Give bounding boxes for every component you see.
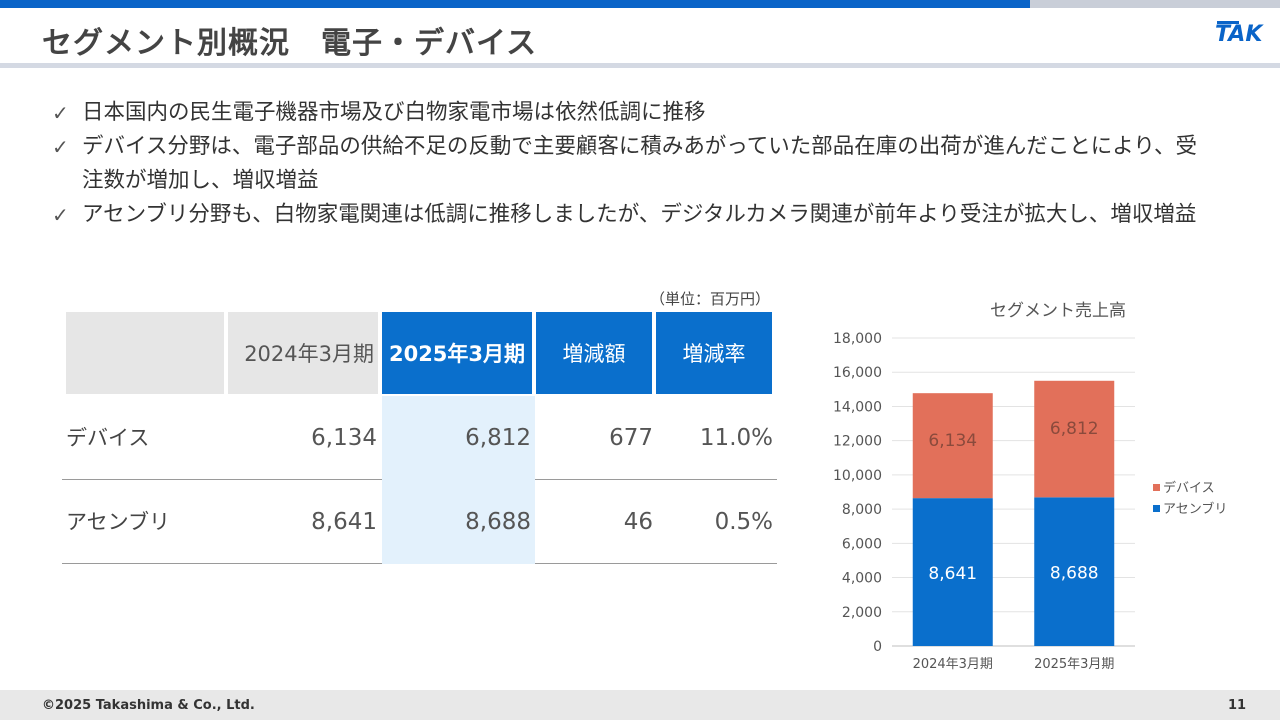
bar-assembly (912, 498, 993, 646)
header-cell-rate: 増減率 (656, 312, 772, 394)
check-icon: ✓ (52, 203, 69, 227)
x-tick-label: 2024年3月期 (913, 657, 993, 672)
bullet-text: デバイス分野は、電子部品の供給不足の反動で主要顧客に積みあがっていた部品在庫の出… (82, 134, 1197, 193)
data-label: 8,641 (928, 564, 977, 584)
top-bar-blue (0, 0, 1030, 8)
header-cell-diff: 増減額 (536, 312, 652, 394)
check-icon: ✓ (52, 135, 69, 159)
company-logo: TAK (1215, 21, 1264, 46)
segment-sales-chart: セグメント売上高 0 2,000 4,000 6,000 8,000 10,000 12,0… (833, 301, 1227, 672)
bar-device (1034, 380, 1115, 498)
data-label: 6,134 (928, 431, 977, 451)
bullet-item: ✓ 日本国内の民生電子機器市場及び白物家電市場は依然低調に推移 (52, 96, 1232, 130)
legend-swatch (1153, 505, 1160, 512)
x-tick-label: 2025年3月期 (1034, 657, 1114, 672)
value-2024: 8,641 (311, 509, 377, 535)
y-tick-label: 4,000 (842, 571, 882, 587)
y-tick-label: 16,000 (833, 365, 882, 381)
bar-device (912, 393, 993, 499)
bullet-item: ✓ アセンブリ分野も、白物家電関連は低調に推移しましたが、デジタルカメラ関連が前… (52, 198, 1232, 232)
bar-assembly (1034, 497, 1115, 646)
y-tick-label: 0 (873, 639, 882, 655)
unit-label: （単位：百万円） (650, 290, 771, 308)
y-tick-label: 6,000 (842, 536, 882, 552)
chart-title: セグメント売上高 (990, 301, 1126, 321)
y-tick-label: 10,000 (833, 468, 882, 484)
page-number: 11 (1228, 698, 1247, 713)
check-icon: ✓ (52, 101, 69, 125)
legend-entry: アセンブリ (1163, 501, 1227, 517)
logo-text: TAK (1215, 22, 1264, 46)
y-tick-label: 8,000 (842, 502, 882, 518)
value-2025: 6,812 (382, 396, 535, 480)
legend-entry: デバイス (1163, 480, 1215, 496)
footer-bar: ©2025 Takashima & Co., Ltd. 11 (0, 690, 1280, 720)
value-rate: 0.5% (714, 509, 773, 535)
data-label: 8,688 (1050, 564, 1099, 584)
top-bar-grey (1030, 0, 1280, 8)
value-2024: 6,134 (311, 425, 377, 451)
top-accent-bar (0, 0, 1280, 8)
bullet-text: アセンブリ分野も、白物家電関連は低調に推移しましたが、デジタルカメラ関連が前年よ… (82, 202, 1197, 227)
value-diff: 677 (609, 425, 653, 451)
copyright-text: ©2025 Takashima & Co., Ltd. (42, 698, 255, 713)
page-title: セグメント別概況 電子・デバイス (42, 26, 538, 61)
bullet-item: ✓ デバイス分野は、電子部品の供給不足の反動で主要顧客に積みあがっていた部品在庫… (52, 130, 1232, 198)
header-cell-2024: 2024年3月期 (228, 312, 378, 394)
header-cell-2025: 2025年3月期 (382, 312, 532, 394)
value-rate: 11.0% (699, 425, 773, 451)
legend-swatch (1153, 484, 1160, 491)
bullet-list: ✓ 日本国内の民生電子機器市場及び白物家電市場は依然低調に推移 ✓ デバイス分野… (52, 96, 1232, 232)
table-row: アセンブリ 8,641 8,688 46 0.5% (62, 480, 777, 564)
value-diff: 46 (623, 509, 653, 535)
row-label: デバイス (66, 426, 150, 450)
row-label: アセンブリ (66, 510, 170, 534)
y-tick-label: 12,000 (833, 434, 882, 450)
y-tick-label: 18,000 (833, 331, 882, 347)
y-tick-label: 2,000 (842, 605, 882, 621)
segment-table-body: デバイス 6,134 6,812 677 11.0% アセンブリ 8,641 8… (62, 396, 777, 564)
table-row: デバイス 6,134 6,812 677 11.0% (62, 396, 777, 480)
title-divider (0, 63, 1280, 68)
segment-table-header: 2024年3月期 2025年3月期 増減額 増減率 (62, 312, 776, 394)
bullet-text: 日本国内の民生電子機器市場及び白物家電市場は依然低調に推移 (82, 100, 706, 125)
data-label: 6,812 (1050, 419, 1099, 439)
header-cell-empty (66, 312, 224, 394)
value-2025: 8,688 (382, 480, 535, 564)
y-tick-label: 14,000 (833, 399, 882, 415)
